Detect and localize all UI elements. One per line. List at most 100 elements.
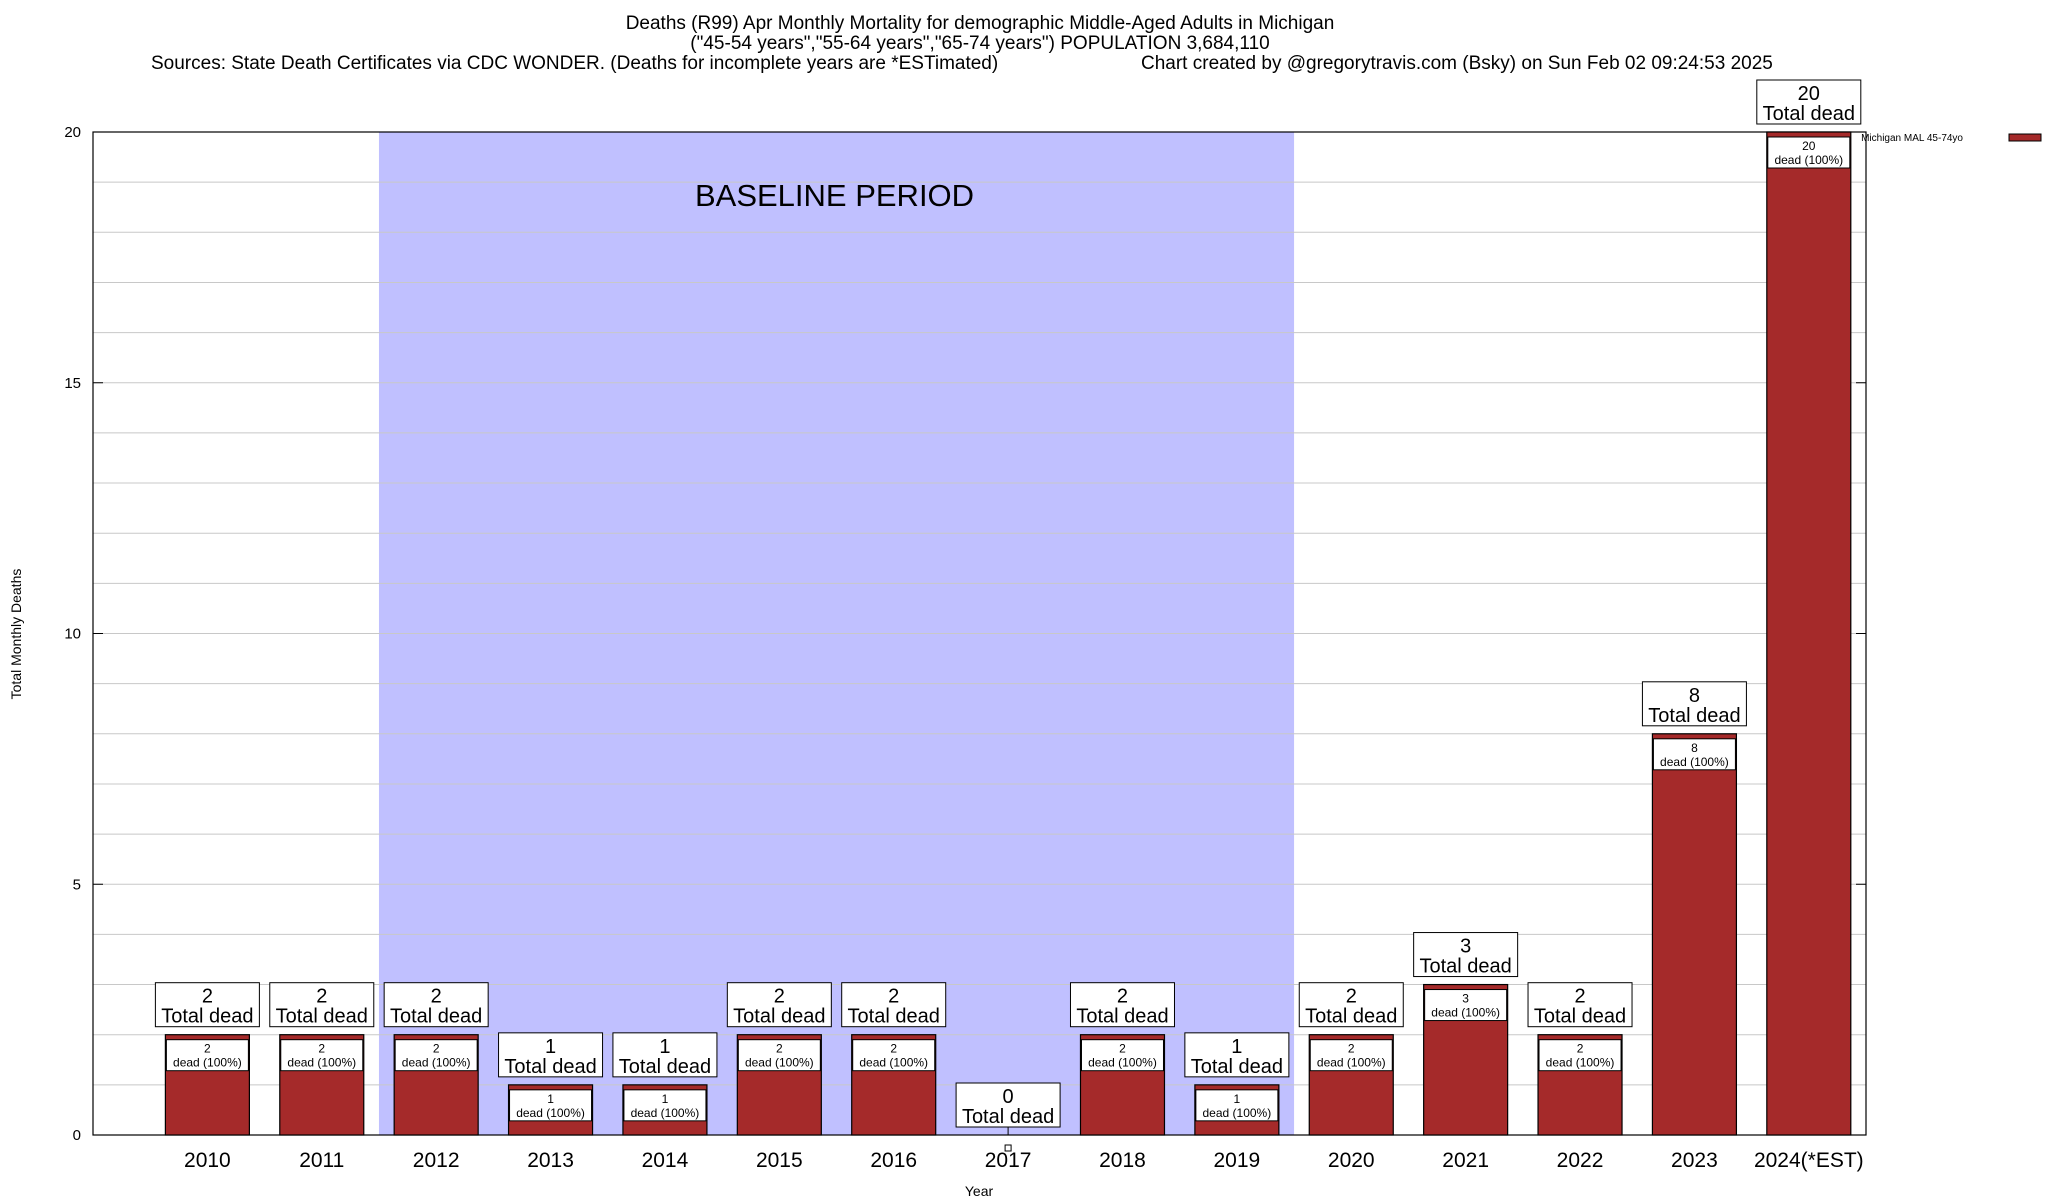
total-label-box: [154, 982, 260, 1028]
total-label-text: Total dead: [161, 1006, 253, 1028]
total-label-text: Total dead: [1076, 1006, 1168, 1028]
bar-inner-label: dead (100%): [173, 1056, 242, 1070]
x-tick-label: 2014: [642, 1149, 689, 1172]
total-label-value: 2: [888, 986, 899, 1008]
bar-inner-label-box: [1767, 136, 1851, 169]
legend-label: Michigan MAL 45-74yo: [1861, 133, 1963, 144]
bar-inner-label: dead (100%): [516, 1106, 585, 1120]
bar-inner-label-box: [1538, 1039, 1622, 1072]
total-label-text: Total dead: [619, 1056, 711, 1078]
bar-inner-label: dead (100%): [1088, 1056, 1157, 1070]
bar-inner-value: 3: [1462, 992, 1469, 1006]
x-axis-label: Year: [964, 1183, 994, 1199]
total-label-text: Total dead: [1648, 705, 1740, 727]
bar-inner-label: dead (100%): [1546, 1056, 1615, 1070]
total-label-text: Total dead: [1534, 1006, 1626, 1028]
bar-inner-label-box: [280, 1039, 364, 1072]
x-tick-label: 2010: [184, 1149, 231, 1172]
total-label-value: 2: [1346, 986, 1357, 1008]
total-label-box: [841, 982, 947, 1028]
bar-inner-value: 20: [1802, 139, 1816, 153]
bar-inner-label: dead (100%): [745, 1056, 814, 1070]
bar-inner-value: 1: [1234, 1092, 1241, 1106]
bar-inner-value: 2: [890, 1042, 897, 1056]
total-label-value: 2: [316, 986, 327, 1008]
zero-marker: [1004, 1144, 1012, 1152]
x-tick-label: 2017: [985, 1149, 1032, 1172]
total-label-value: 20: [1798, 83, 1820, 105]
total-label-text: Total dead: [504, 1056, 596, 1078]
chart-credit: Chart created by @gregorytravis.com (Bsk…: [1141, 53, 1773, 74]
x-tick-label: 2015: [756, 1149, 803, 1172]
x-tick-label: 2024(*EST): [1754, 1149, 1864, 1172]
bar-inner-label-box: [737, 1039, 821, 1072]
total-label-text: Total dead: [733, 1006, 825, 1028]
bar-inner-label-box: [1309, 1039, 1393, 1072]
bar-inner-label: dead (100%): [1317, 1056, 1386, 1070]
total-label-box: [1298, 982, 1404, 1028]
baseline-period-label: BASELINE PERIOD: [695, 178, 974, 213]
total-label-text: Total dead: [1305, 1006, 1397, 1028]
x-tick-label: 2020: [1328, 1149, 1375, 1172]
total-label-text: Total dead: [1419, 956, 1511, 978]
x-tick-label: 2011: [299, 1149, 344, 1172]
total-label-box: [1527, 982, 1633, 1028]
bar-inner-value: 1: [547, 1092, 554, 1106]
bar-inner-label-box: [1652, 738, 1736, 771]
total-label-box: [269, 982, 375, 1028]
bar-inner-value: 8: [1691, 741, 1698, 755]
bar-inner-value: 1: [662, 1092, 669, 1106]
bar-inner-label-box: [623, 1089, 707, 1122]
total-label-box: [955, 1082, 1061, 1128]
bar-inner-label: dead (100%): [287, 1056, 356, 1070]
bar-inner-label: dead (100%): [1774, 153, 1843, 167]
total-label-box: [383, 982, 489, 1028]
x-tick-label: 2018: [1099, 1149, 1146, 1172]
total-label-box: [1069, 982, 1175, 1028]
bar-inner-label: dead (100%): [859, 1056, 928, 1070]
total-label-value: 1: [545, 1036, 556, 1058]
bar-inner-label: dead (100%): [402, 1056, 471, 1070]
total-label-text: Total dead: [848, 1006, 940, 1028]
total-label-box: [1413, 932, 1519, 978]
total-label-box: [1641, 681, 1747, 727]
bar-inner-value: 2: [1577, 1042, 1584, 1056]
bar-inner-value: 2: [433, 1042, 440, 1056]
total-label-box: [612, 1032, 718, 1078]
total-label-value: 2: [431, 986, 442, 1008]
bar-inner-label-box: [1195, 1089, 1279, 1122]
bar: [1651, 733, 1738, 1136]
x-tick-label: 2022: [1557, 1149, 1604, 1172]
total-label-value: 2: [202, 986, 213, 1008]
chart-title: Deaths (R99) Apr Monthly Mortality for d…: [625, 13, 1335, 34]
x-tick-label: 2016: [870, 1149, 917, 1172]
bar-inner-label: dead (100%): [631, 1106, 700, 1120]
chart-subtitle: ("45-54 years","55-64 years","65-74 year…: [690, 33, 1270, 54]
total-label-text: Total dead: [1763, 103, 1855, 125]
x-tick-label: 2019: [1214, 1149, 1261, 1172]
bar-inner-label-box: [165, 1039, 249, 1072]
y-tick-label: 20: [64, 124, 81, 141]
bar-inner-label-box: [394, 1039, 478, 1072]
x-tick-label: 2021: [1442, 1149, 1489, 1172]
bar: [1766, 131, 1852, 1136]
total-label-box: [1756, 79, 1862, 125]
bar-inner-label-box: [852, 1039, 936, 1072]
bar-inner-value: 2: [776, 1042, 783, 1056]
x-tick-label: 2012: [413, 1149, 460, 1172]
total-label-text: Total dead: [390, 1006, 482, 1028]
bar-inner-label-box: [1080, 1039, 1164, 1072]
bar-inner-label: dead (100%): [1431, 1006, 1500, 1020]
x-tick-label: 2013: [527, 1149, 574, 1172]
y-tick-label: 15: [64, 375, 81, 392]
total-label-text: Total dead: [962, 1106, 1054, 1128]
total-label-value: 3: [1460, 936, 1471, 958]
total-label-value: 2: [774, 986, 785, 1008]
bar-inner-value: 2: [1348, 1042, 1355, 1056]
x-tick-label: 2023: [1671, 1149, 1718, 1172]
total-label-text: Total dead: [1191, 1056, 1283, 1078]
total-label-value: 2: [1574, 986, 1585, 1008]
total-label-value: 2: [1117, 986, 1128, 1008]
bar-inner-label: dead (100%): [1203, 1106, 1272, 1120]
